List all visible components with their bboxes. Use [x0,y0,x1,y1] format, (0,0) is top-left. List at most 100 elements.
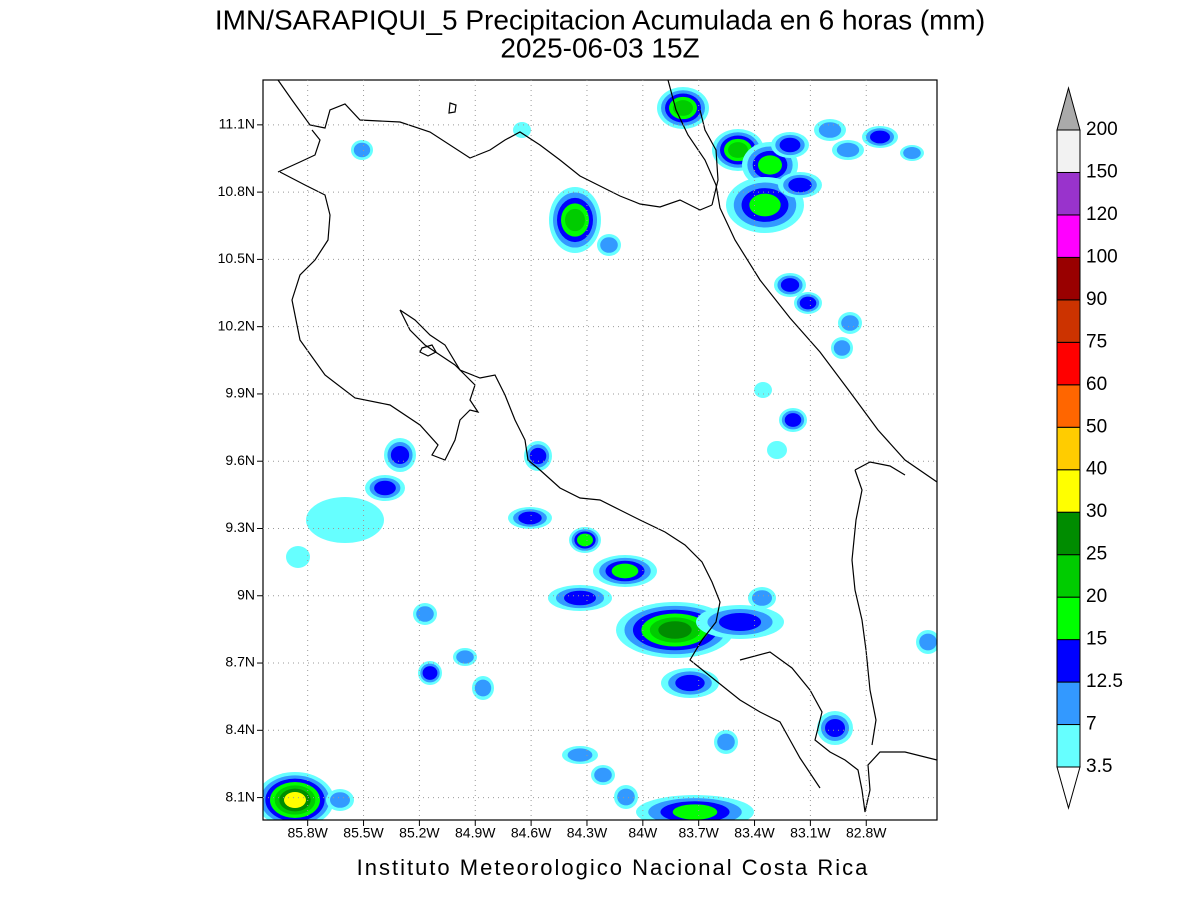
colorbar-label: 7 [1086,714,1097,735]
precip-cell [718,613,762,631]
colorbar-box [1056,511,1081,556]
precip-cell [752,590,772,606]
precip-cell [870,130,890,144]
precip-cell [474,679,492,697]
precip-cell [749,193,781,217]
x-tick-label: 83.7W [678,825,719,841]
precip-cell [600,237,618,253]
precip-cell [728,142,748,158]
y-tick-label: 9.9N [225,385,255,401]
x-tick-label: 83.4W [734,825,775,841]
precip-cell [818,122,842,138]
x-tick-label: 84W [628,825,658,841]
precip-cell [330,792,350,808]
y-tick-label: 8.1N [225,788,255,804]
border [851,461,906,746]
colorbar-box [1056,384,1081,428]
y-tick-label: 8.4N [225,721,255,737]
precip-cell [416,606,434,622]
x-tick-label: 84.3W [567,825,608,841]
colorbar-label: 15 [1086,629,1107,650]
colorbar-over [1056,86,1081,131]
colorbar-label: 50 [1086,416,1107,437]
precip-cell [567,748,593,762]
colorbar-label: 3.5 [1086,756,1112,777]
colorbar-label: 60 [1086,374,1107,395]
colorbar-box [1056,341,1081,386]
colorbar-label: 25 [1086,544,1107,565]
y-tick-label: 10.8N [218,183,255,199]
precip-cell [799,296,817,310]
colorbar-label: 120 [1086,204,1118,225]
colorbar-box [1056,426,1081,471]
precip-cell [784,413,802,427]
x-tick-label: 84.9W [455,825,496,841]
precip-field [263,87,937,820]
precip-cell [672,804,718,820]
precip-cell [675,674,705,692]
colorbar-label: 40 [1086,459,1107,480]
precip-cell [617,788,635,806]
precip-cell [788,177,812,193]
y-tick-label: 9N [237,586,255,602]
colorbar-box [1056,554,1081,598]
precip-cell [422,666,438,680]
coastline [667,80,937,483]
y-tick-label: 8.7N [225,654,255,670]
precip-cell [841,315,859,331]
x-tick-label: 85.5W [343,825,384,841]
y-tick-label: 9.3N [225,519,255,535]
colorbar-label: 200 [1086,119,1118,140]
precip-cell [306,497,384,543]
colorbar-label: 12.5 [1086,671,1123,692]
precip-cell [456,650,474,664]
precip-cell [836,142,860,158]
precip-cell [564,590,596,606]
map-frame [262,79,938,821]
colorbar-box [1056,596,1081,641]
precip-cell [529,447,547,465]
precip-cell [577,533,593,547]
colorbar-box [1056,639,1081,683]
precip-cell [286,546,310,568]
precip-cell [833,340,851,356]
coastline [419,344,437,357]
x-tick-label: 84.6W [511,825,552,841]
x-tick-label: 83.1W [790,825,831,841]
precip-cell [390,446,410,464]
coastline [277,80,713,211]
colorbar-box [1056,256,1081,301]
colorbar-under [1056,766,1081,810]
colorbar-box [1056,214,1081,258]
precip-cell [673,100,693,116]
precip-cell [754,382,772,398]
coastlines [277,80,937,813]
colorbar-label: 75 [1086,331,1107,352]
colorbar-label: 100 [1086,246,1118,267]
colorbar-box [1056,299,1081,343]
colorbar-box [1056,681,1081,726]
precip-cell [658,621,692,639]
precip-cell [284,792,306,808]
precip-cell [919,633,937,651]
coastline [448,102,457,114]
colorbar-box [1056,469,1081,513]
colorbar-label: 150 [1086,161,1118,182]
colorbar-box [1056,724,1081,768]
precip-cell [353,142,371,158]
coastline [739,651,937,813]
colorbar-label: 90 [1086,289,1107,310]
colorbar: 3.5 7 12.5 15 20 25 30 40 50 60 75 90 100 120 150 200 [1056,86,1123,810]
precip-cell [594,767,612,783]
x-tick-label: 82.8W [846,825,887,841]
y-tick-label: 11.1N [219,116,255,132]
precip-cell [825,719,845,737]
title: IMN/SARAPIQUI_5 Precipitacion Acumulada … [215,4,985,35]
x-tick-label: 85.8W [287,825,328,841]
subtitle: 2025-06-03 15Z [500,32,699,63]
precip-cell [717,733,735,751]
precip-cell [758,155,782,175]
y-tick-label: 10.2N [218,317,255,333]
